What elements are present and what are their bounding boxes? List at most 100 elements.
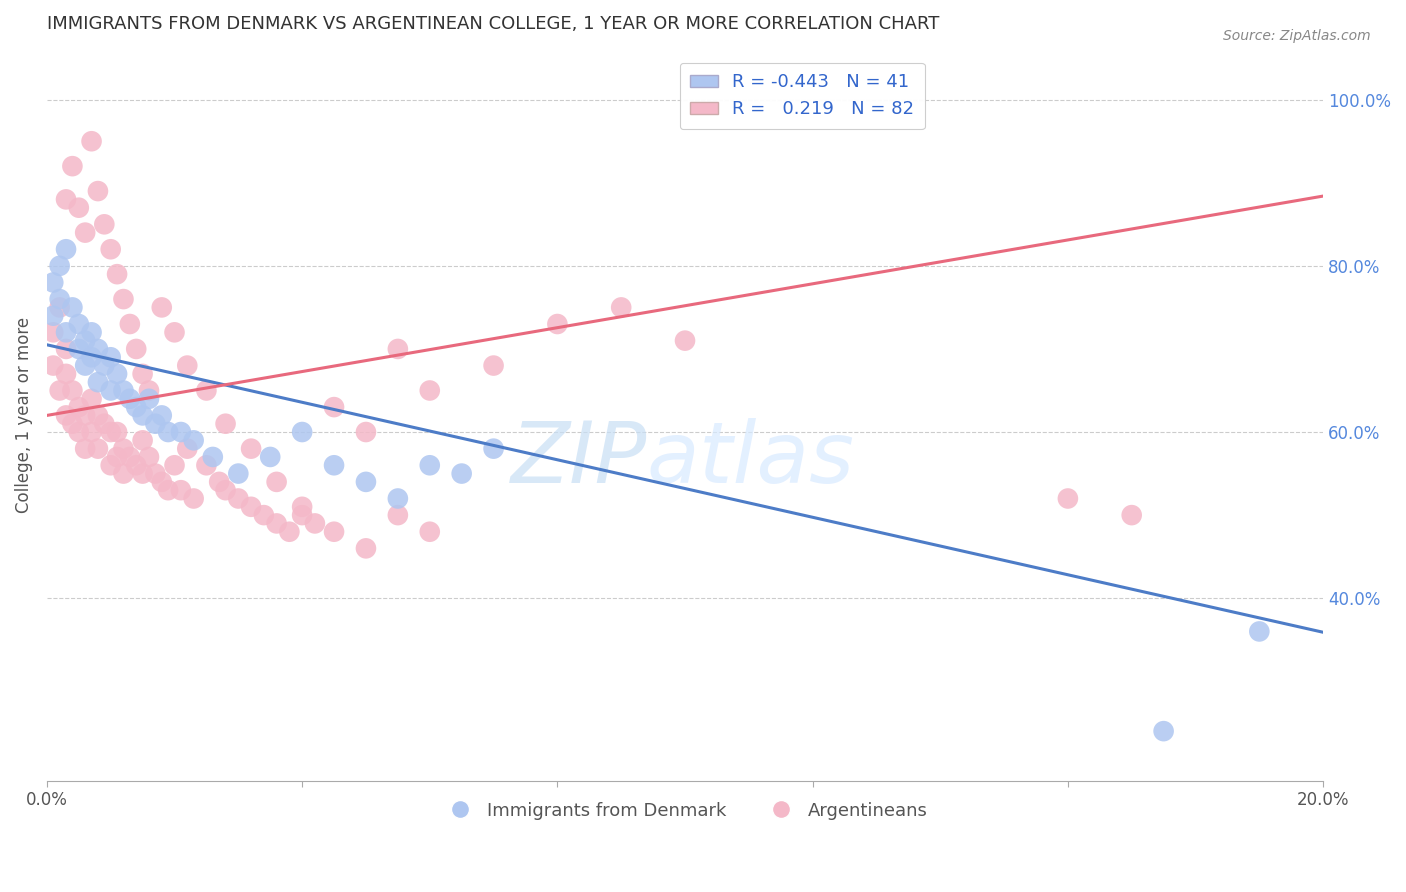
Point — [87, 375, 110, 389]
Point — [48, 292, 70, 306]
Point — [55, 326, 77, 340]
Point — [131, 367, 153, 381]
Point — [354, 541, 377, 556]
Point — [67, 400, 90, 414]
Point — [75, 442, 97, 456]
Point — [80, 134, 103, 148]
Point — [100, 425, 122, 439]
Point — [67, 425, 90, 439]
Point — [387, 491, 409, 506]
Point — [419, 458, 441, 473]
Point — [150, 301, 173, 315]
Text: Source: ZipAtlas.com: Source: ZipAtlas.com — [1223, 29, 1371, 43]
Point — [610, 301, 633, 315]
Point — [125, 400, 148, 414]
Point — [278, 524, 301, 539]
Point — [482, 442, 505, 456]
Point — [450, 467, 472, 481]
Point — [62, 159, 84, 173]
Point — [170, 483, 193, 498]
Point — [208, 475, 231, 489]
Point — [323, 458, 346, 473]
Point — [157, 483, 180, 498]
Point — [118, 450, 141, 464]
Point — [195, 458, 218, 473]
Point — [87, 409, 110, 423]
Point — [87, 342, 110, 356]
Point — [304, 516, 326, 531]
Point — [145, 467, 167, 481]
Point — [240, 500, 263, 514]
Point — [183, 491, 205, 506]
Point — [228, 467, 250, 481]
Point — [105, 450, 128, 464]
Point — [55, 193, 77, 207]
Point — [214, 417, 236, 431]
Text: IMMIGRANTS FROM DENMARK VS ARGENTINEAN COLLEGE, 1 YEAR OR MORE CORRELATION CHART: IMMIGRANTS FROM DENMARK VS ARGENTINEAN C… — [46, 15, 939, 33]
Point — [55, 342, 77, 356]
Point — [62, 417, 84, 431]
Point — [42, 276, 65, 290]
Point — [150, 409, 173, 423]
Point — [112, 292, 135, 306]
Point — [1057, 491, 1080, 506]
Point — [118, 317, 141, 331]
Point — [291, 500, 314, 514]
Point — [291, 425, 314, 439]
Point — [131, 409, 153, 423]
Point — [42, 309, 65, 323]
Point — [118, 392, 141, 406]
Point — [291, 508, 314, 522]
Point — [80, 392, 103, 406]
Point — [100, 384, 122, 398]
Point — [100, 458, 122, 473]
Point — [55, 367, 77, 381]
Text: ZIP: ZIP — [510, 417, 647, 500]
Point — [80, 351, 103, 365]
Point — [93, 417, 115, 431]
Legend: Immigrants from Denmark, Argentineans: Immigrants from Denmark, Argentineans — [434, 795, 935, 827]
Point — [1153, 724, 1175, 739]
Point — [176, 442, 198, 456]
Point — [75, 226, 97, 240]
Point — [259, 450, 281, 464]
Point — [163, 458, 186, 473]
Point — [55, 242, 77, 256]
Point — [387, 342, 409, 356]
Point — [62, 301, 84, 315]
Point — [62, 384, 84, 398]
Point — [163, 326, 186, 340]
Point — [195, 384, 218, 398]
Point — [48, 301, 70, 315]
Point — [266, 475, 288, 489]
Point — [80, 425, 103, 439]
Point — [354, 425, 377, 439]
Point — [42, 326, 65, 340]
Point — [80, 326, 103, 340]
Point — [105, 425, 128, 439]
Point — [145, 417, 167, 431]
Point — [482, 359, 505, 373]
Point — [323, 400, 346, 414]
Point — [48, 259, 70, 273]
Point — [112, 467, 135, 481]
Point — [75, 359, 97, 373]
Point — [150, 475, 173, 489]
Point — [138, 392, 160, 406]
Point — [67, 201, 90, 215]
Point — [1249, 624, 1271, 639]
Point — [228, 491, 250, 506]
Point — [673, 334, 696, 348]
Point — [75, 409, 97, 423]
Point — [93, 217, 115, 231]
Point — [100, 351, 122, 365]
Point — [183, 434, 205, 448]
Point — [323, 524, 346, 539]
Point — [87, 184, 110, 198]
Point — [112, 384, 135, 398]
Point — [125, 458, 148, 473]
Point — [93, 359, 115, 373]
Point — [138, 450, 160, 464]
Point — [387, 508, 409, 522]
Point — [170, 425, 193, 439]
